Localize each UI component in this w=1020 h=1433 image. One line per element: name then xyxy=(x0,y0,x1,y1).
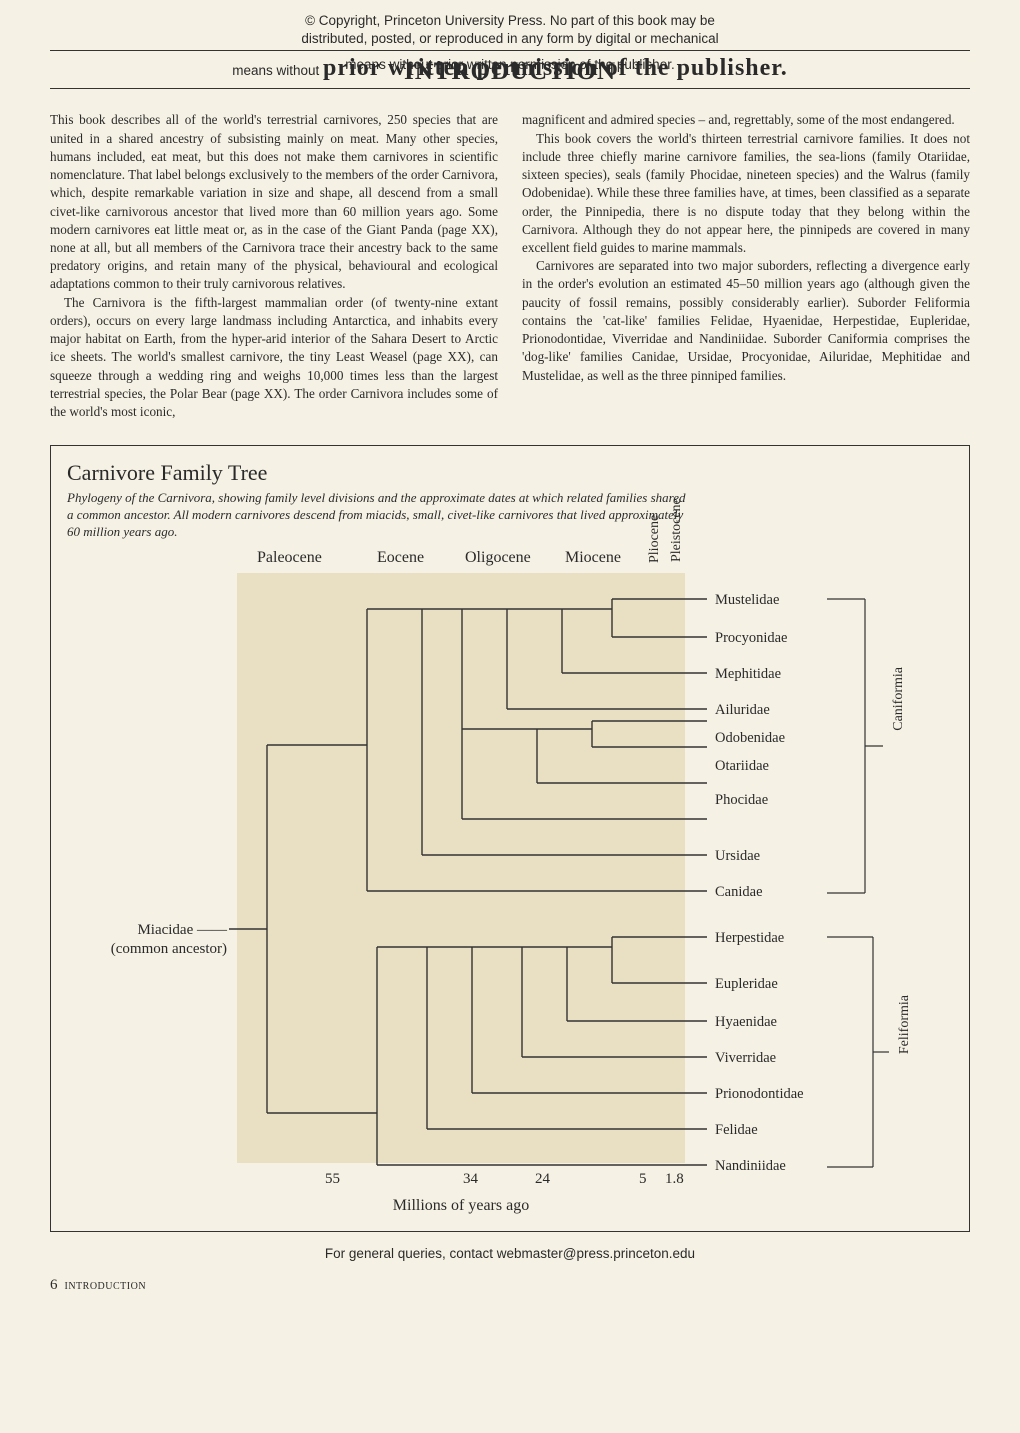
taxon-label: Odobenidae xyxy=(715,731,785,746)
rule-top xyxy=(50,50,970,51)
epoch-label: Eocene xyxy=(377,549,424,567)
epoch-label-vertical: Pleistocene xyxy=(669,493,685,567)
epoch-label: Oligocene xyxy=(465,549,531,567)
taxon-label: Felidae xyxy=(715,1123,758,1138)
taxon-label: Ursidae xyxy=(715,849,760,864)
figure-box: Carnivore Family Tree Phylogeny of the C… xyxy=(50,445,970,1232)
copyright-line: © Copyright, Princeton University Press.… xyxy=(0,12,1020,30)
taxon-label: Ailuridae xyxy=(715,703,770,718)
page-number: 6 xyxy=(50,1277,58,1293)
x-tick: 5 xyxy=(639,1171,647,1188)
x-tick: 34 xyxy=(463,1171,478,1188)
x-tick: 24 xyxy=(535,1171,550,1188)
taxon-label: Procyonidae xyxy=(715,631,787,646)
epoch-label: Paleocene xyxy=(257,549,322,567)
tree-wrap: Paleocene Eocene Oligocene Miocene Plioc… xyxy=(67,549,953,1221)
body-columns: This book describes all of the world's t… xyxy=(0,89,1020,437)
taxon-label: Phocidae xyxy=(715,793,768,808)
left-column: This book describes all of the world's t… xyxy=(50,111,498,421)
taxon-label: Prionodontidae xyxy=(715,1087,804,1102)
x-tick: 1.8 xyxy=(665,1171,684,1188)
epoch-label: Miocene xyxy=(565,549,621,567)
body-paragraph: This book describes all of the world's t… xyxy=(50,111,498,293)
body-paragraph: This book covers the world's thirteen te… xyxy=(522,130,970,258)
page-title-main: INTRODUCTION xyxy=(404,58,616,85)
body-paragraph: magnificent and admired species – and, r… xyxy=(522,111,970,129)
taxon-label: Viverridae xyxy=(715,1051,776,1066)
x-tick: 55 xyxy=(325,1171,340,1188)
figure-title: Carnivore Family Tree xyxy=(67,460,953,486)
taxon-label: Otariidae xyxy=(715,759,769,774)
footer-query: For general queries, contact webmaster@p… xyxy=(0,1232,1020,1271)
body-paragraph: Carnivores are separated into two major … xyxy=(522,257,970,385)
taxon-label: Eupleridae xyxy=(715,977,778,992)
page-footer: 6 introduction xyxy=(0,1271,1020,1312)
taxon-label: Mephitidae xyxy=(715,667,781,682)
ancestor-sub: (common ancestor) xyxy=(111,941,227,957)
figure-caption: Phylogeny of the Carnivora, showing fami… xyxy=(67,490,687,541)
taxon-label: Mustelidae xyxy=(715,593,779,608)
x-axis-label: Millions of years ago xyxy=(237,1197,685,1215)
time-band xyxy=(237,573,685,1163)
taxon-label: Nandiniidae xyxy=(715,1159,786,1174)
suborder-label: Caniformia xyxy=(891,667,907,731)
taxon-label: Canidae xyxy=(715,885,763,900)
taxon-label: Herpestidae xyxy=(715,931,784,946)
right-column: magnificent and admired species – and, r… xyxy=(522,111,970,421)
ancestor-label: Miacidae —— (common ancestor) xyxy=(67,921,227,960)
ancestor-name: Miacidae xyxy=(137,922,193,938)
copyright-line: distributed, posted, or reproduced in an… xyxy=(0,30,1020,48)
suborder-brackets xyxy=(827,573,937,1193)
taxon-label: Hyaenidae xyxy=(715,1015,777,1030)
suborder-label: Feliformia xyxy=(897,995,913,1054)
epoch-label-vertical: Pliocene xyxy=(647,511,663,567)
body-paragraph: The Carnivora is the fifth-largest mamma… xyxy=(50,294,498,422)
phylogeny-tree xyxy=(67,549,947,1189)
section-name: introduction xyxy=(65,1278,147,1293)
copyright-block: © Copyright, Princeton University Press.… xyxy=(0,0,1020,50)
